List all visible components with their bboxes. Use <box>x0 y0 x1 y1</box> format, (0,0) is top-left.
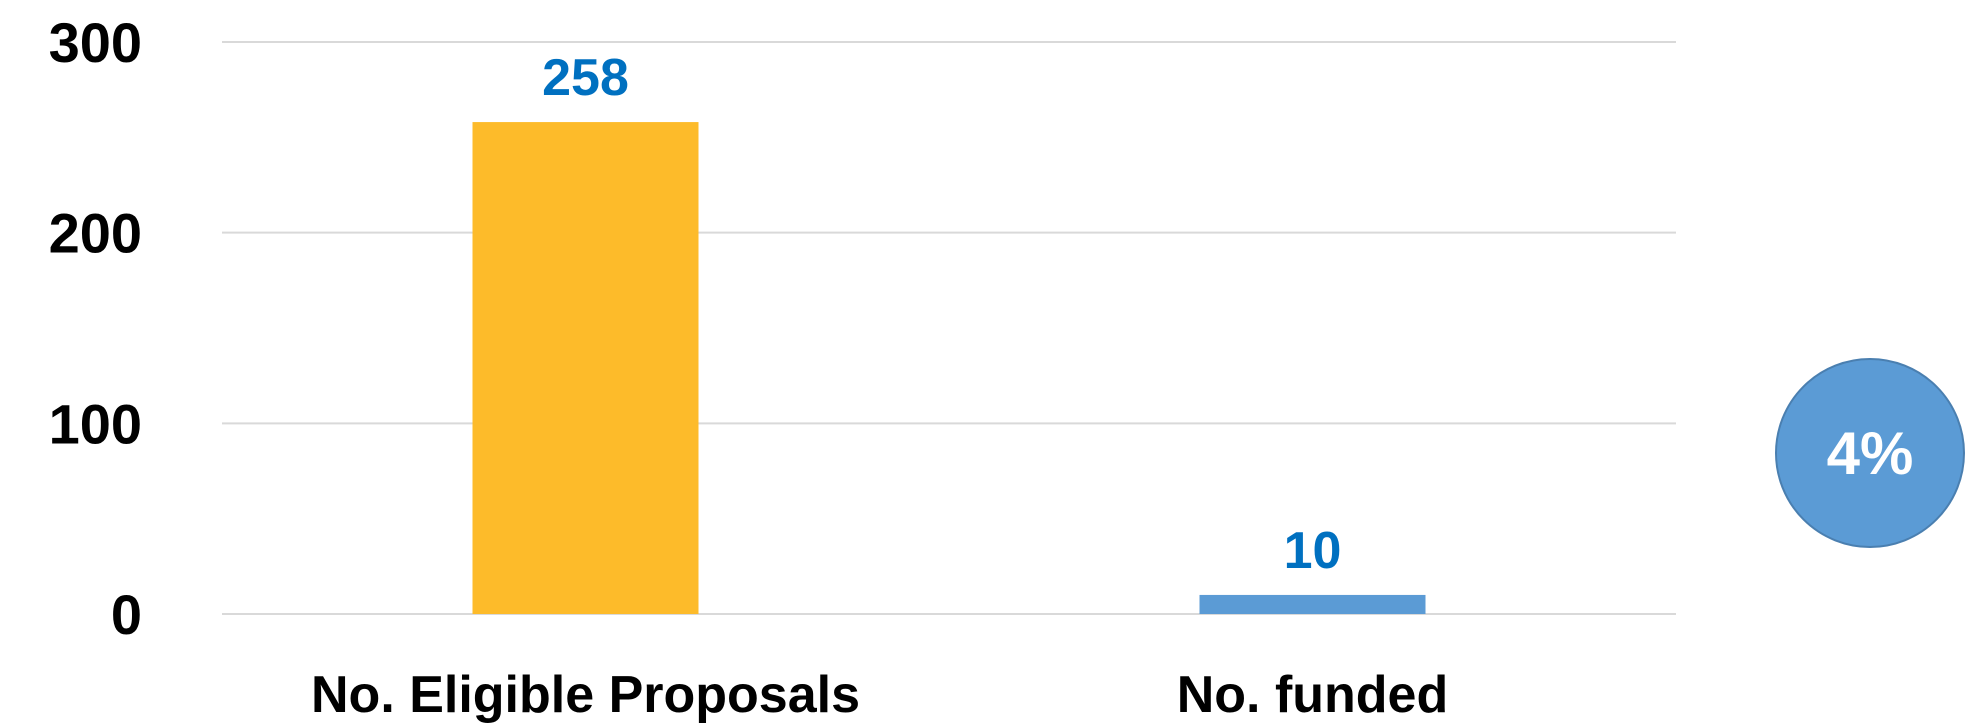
percentage-badge: 4% <box>1775 358 1965 548</box>
data-label: 10 <box>1284 522 1342 580</box>
category-labels: No. Eligible Proposals No. funded <box>311 666 1448 724</box>
data-labels: 258 10 <box>542 49 1341 580</box>
percentage-badge-circle <box>1775 358 1965 548</box>
y-tick-label: 300 <box>49 11 142 74</box>
bar <box>472 122 699 614</box>
y-tick-label: 0 <box>111 583 142 646</box>
gridlines <box>222 41 1676 615</box>
data-label: 258 <box>542 49 629 107</box>
y-axis-tick-labels: 0 100 200 300 <box>49 11 142 646</box>
bar <box>1199 594 1426 614</box>
category-label: No. Eligible Proposals <box>311 666 860 724</box>
category-label: No. funded <box>1177 666 1449 724</box>
y-tick-label: 100 <box>49 392 142 455</box>
y-tick-label: 200 <box>49 202 142 265</box>
bars <box>472 122 1426 614</box>
percentage-badge-text: 4% <box>1827 420 1914 487</box>
